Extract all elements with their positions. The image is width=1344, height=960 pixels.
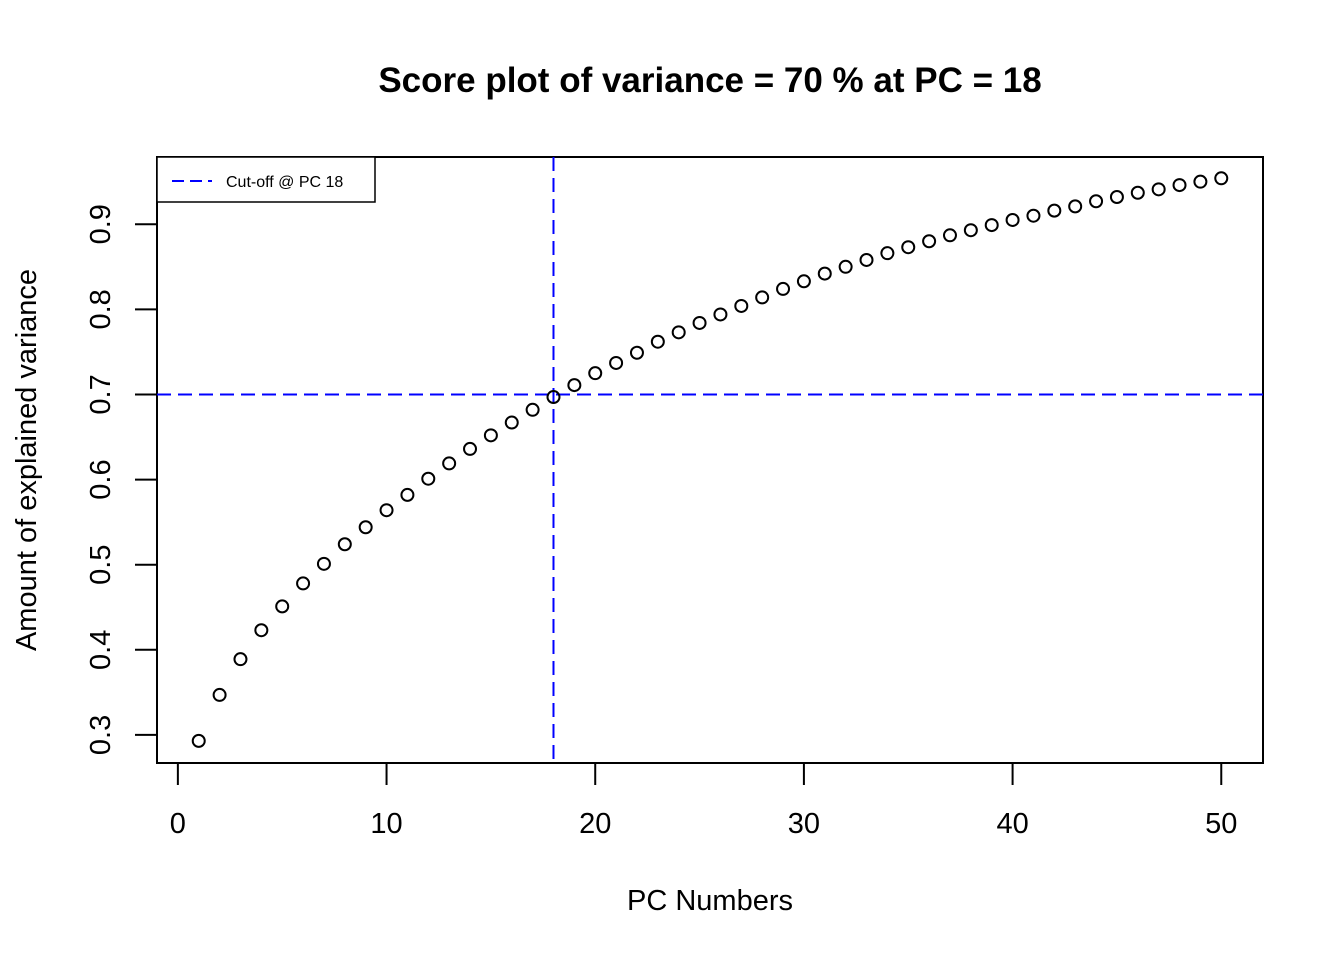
y-tick-label: 0.3	[85, 715, 117, 755]
y-tick-label: 0.7	[85, 374, 117, 414]
x-tick-label: 10	[370, 808, 402, 840]
data-point	[922, 234, 937, 249]
y-tick-label: 0.5	[85, 545, 117, 585]
data-point	[337, 537, 352, 552]
data-point	[671, 325, 686, 340]
data-point	[734, 298, 749, 313]
data-point	[650, 334, 665, 349]
data-point	[692, 315, 707, 330]
data-point	[588, 366, 603, 381]
data-point	[254, 623, 269, 638]
data-point	[1026, 208, 1041, 223]
data-point	[859, 252, 874, 267]
x-axis: 0 10 20 30 40 50	[170, 762, 1237, 840]
data-point	[901, 240, 916, 255]
data-point	[567, 378, 582, 393]
data-point	[1172, 178, 1187, 193]
data-point	[1214, 171, 1229, 186]
x-tick-label: 0	[170, 808, 186, 840]
y-tick-label: 0.4	[85, 630, 117, 670]
data-point	[296, 576, 311, 591]
data-point	[880, 246, 895, 261]
y-tick-label: 0.9	[85, 204, 117, 244]
y-axis: 0.3 0.4 0.5 0.6 0.7 0.8 0.9	[85, 204, 158, 755]
x-tick-label: 30	[788, 808, 820, 840]
data-point	[942, 228, 957, 243]
y-axis-label: Amount of explained variance	[11, 269, 43, 651]
data-point	[629, 345, 644, 360]
data-point	[1130, 185, 1145, 200]
y-tick-label: 0.8	[85, 289, 117, 329]
data-point	[1151, 182, 1166, 197]
data-point	[984, 218, 999, 233]
legend-label: Cut-off @ PC 18	[226, 174, 343, 191]
data-point	[442, 456, 457, 471]
data-point	[1109, 190, 1124, 205]
data-point	[1047, 203, 1062, 218]
data-point	[525, 402, 540, 417]
data-point	[963, 223, 978, 238]
data-point	[400, 487, 415, 502]
legend-box	[156, 156, 376, 203]
data-points	[191, 171, 1229, 748]
data-point	[755, 290, 770, 305]
data-point	[275, 599, 290, 614]
data-point	[817, 266, 832, 281]
y-tick-label: 0.6	[85, 459, 117, 499]
data-point	[1193, 174, 1208, 189]
data-point	[1068, 199, 1083, 214]
data-point	[609, 355, 624, 370]
data-point	[421, 471, 436, 486]
data-point	[212, 687, 227, 702]
reference-lines	[157, 157, 1263, 763]
data-point	[838, 259, 853, 274]
x-axis-label: PC Numbers	[627, 885, 793, 917]
data-point	[316, 556, 331, 571]
data-point	[504, 415, 519, 430]
data-point	[796, 274, 811, 289]
data-point	[776, 281, 791, 296]
legend: Cut-off @ PC 18	[156, 156, 376, 203]
data-point	[1005, 212, 1020, 227]
plot-frame	[156, 156, 1264, 764]
data-point	[358, 520, 373, 535]
data-point	[191, 733, 206, 748]
data-point	[1089, 194, 1104, 209]
data-point	[233, 652, 248, 667]
chart-title: Score plot of variance = 70 % at PC = 18	[378, 61, 1041, 100]
data-point	[546, 390, 561, 405]
data-point	[713, 307, 728, 322]
x-tick-label: 20	[579, 808, 611, 840]
data-point	[463, 441, 478, 456]
data-point	[379, 503, 394, 518]
x-tick-label: 40	[996, 808, 1028, 840]
data-point	[483, 428, 498, 443]
x-tick-label: 50	[1205, 808, 1237, 840]
